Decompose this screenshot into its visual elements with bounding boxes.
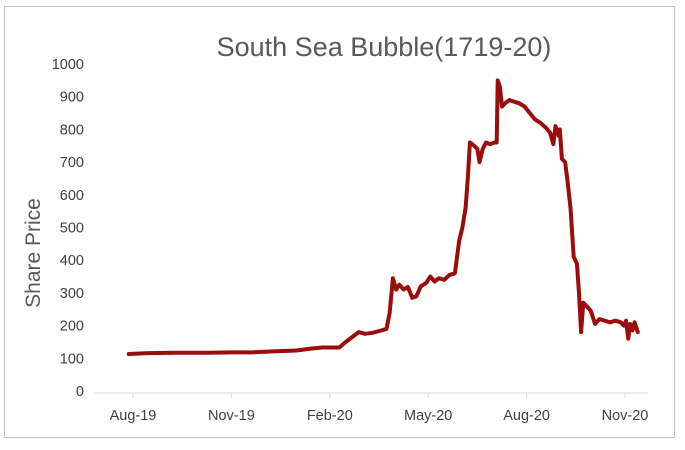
x-tick-label: Aug-19 <box>110 408 157 424</box>
y-tick-label: 900 <box>60 90 84 106</box>
y-tick-label: 700 <box>60 155 84 171</box>
x-tick-label: May-20 <box>404 408 452 424</box>
x-tick-label: Feb-20 <box>307 408 353 424</box>
x-axis-ticks: Aug-19 Nov-19 Feb-20 May-20 Aug-20 Nov-20 <box>110 393 649 424</box>
y-axis-ticks: 0 100 200 300 400 500 600 700 800 900 1000 <box>52 57 84 400</box>
chart-frame <box>4 6 675 438</box>
chart-title: South Sea Bubble(1719-20) <box>217 32 552 62</box>
y-tick-label: 0 <box>76 384 84 400</box>
x-tick-label: Nov-20 <box>602 408 649 424</box>
x-tick-label: Nov-19 <box>208 408 255 424</box>
y-tick-label: 600 <box>60 188 84 204</box>
y-tick-label: 200 <box>60 319 84 335</box>
y-tick-label: 400 <box>60 253 84 269</box>
y-tick-label: 800 <box>60 122 84 138</box>
y-tick-label: 1000 <box>52 57 84 73</box>
y-tick-label: 300 <box>60 286 84 302</box>
y-axis-label: Share Price <box>22 198 45 308</box>
series-line <box>126 78 640 356</box>
x-tick-label: Aug-20 <box>503 408 550 424</box>
y-tick-label: 500 <box>60 221 84 237</box>
y-tick-label: 100 <box>60 351 84 367</box>
